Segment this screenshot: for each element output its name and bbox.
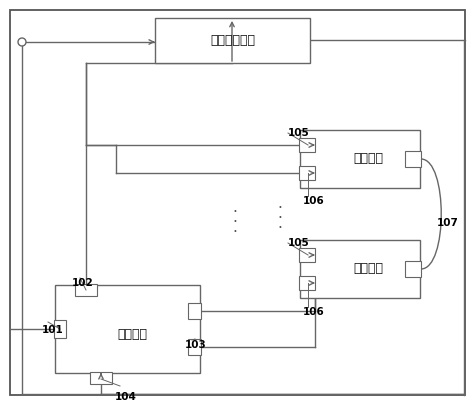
Bar [298, 138, 314, 152]
Text: 处理模块: 处理模块 [117, 328, 147, 341]
Bar [155, 18, 309, 63]
Text: 降压模块: 降压模块 [352, 262, 382, 275]
Text: 105: 105 [288, 128, 309, 138]
Bar [299, 240, 419, 298]
Text: 106: 106 [302, 196, 324, 206]
Text: .: . [277, 206, 282, 220]
Text: 第一开关模块: 第一开关模块 [209, 34, 255, 47]
Text: 101: 101 [42, 325, 64, 335]
Text: .: . [232, 220, 237, 235]
Bar [299, 130, 419, 188]
Bar [90, 372, 112, 384]
Text: 106: 106 [302, 307, 324, 317]
Text: 降压模块: 降压模块 [352, 153, 382, 166]
Text: .: . [277, 195, 282, 211]
Text: 105: 105 [288, 238, 309, 248]
Text: .: . [232, 200, 237, 215]
Text: .: . [277, 215, 282, 231]
Bar [188, 303, 200, 319]
Bar [298, 166, 314, 180]
Bar [404, 151, 420, 167]
Text: .: . [232, 211, 237, 226]
Bar [54, 320, 66, 338]
Text: 107: 107 [436, 218, 458, 228]
Bar [298, 276, 314, 290]
Bar [55, 285, 199, 373]
Bar [75, 284, 97, 296]
Text: 103: 103 [185, 340, 206, 350]
Bar [188, 339, 200, 355]
Text: 102: 102 [72, 278, 94, 288]
Bar [298, 248, 314, 262]
Text: 104: 104 [115, 392, 137, 402]
Bar [404, 261, 420, 277]
